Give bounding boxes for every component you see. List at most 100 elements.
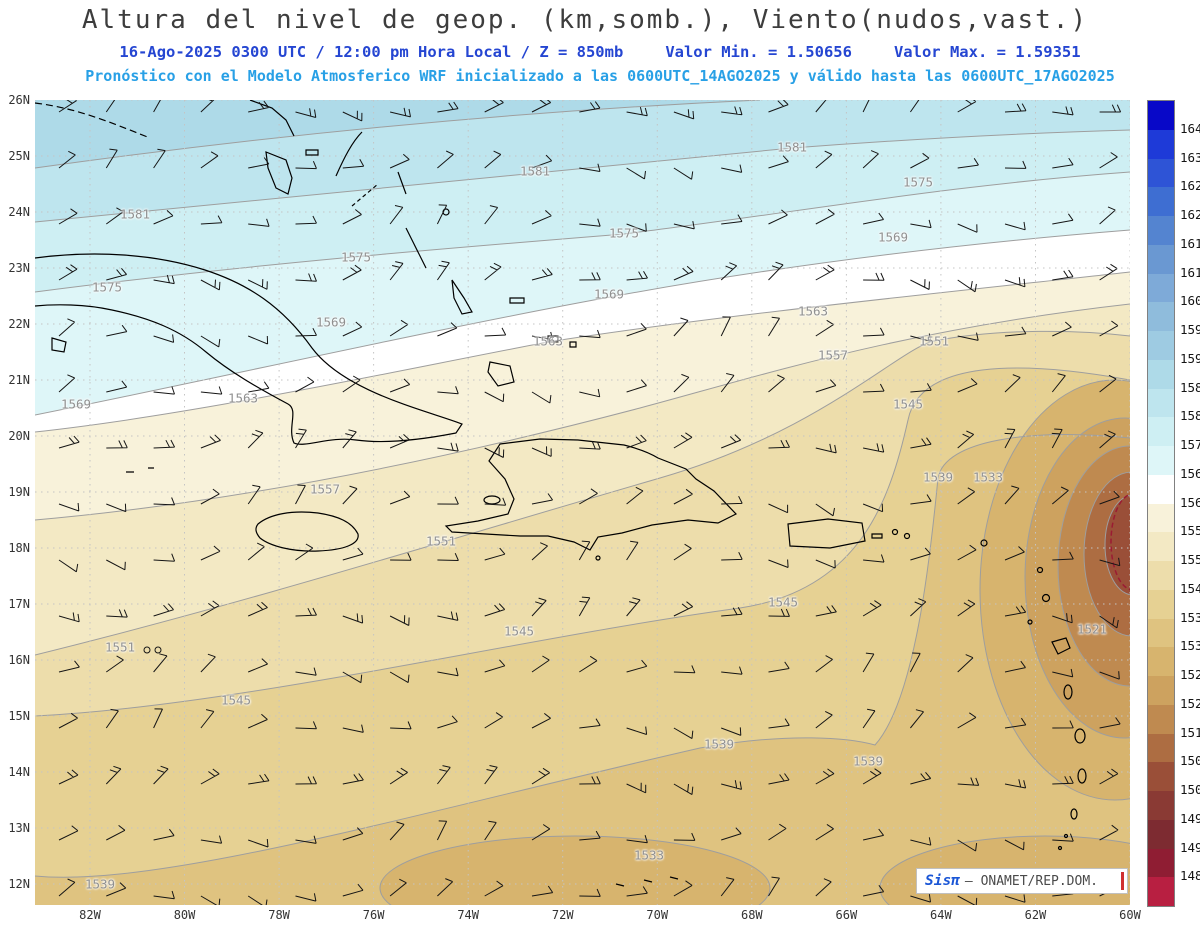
lon-tick-label: 78W <box>268 908 290 922</box>
watermark-text: – ONAMET/REP.DOM. <box>964 873 1098 889</box>
cat-island-coast <box>397 171 407 195</box>
shaded-bands <box>35 100 1130 905</box>
contour-label: 1575 <box>608 225 640 241</box>
lat-tick-label: 21N <box>8 373 30 387</box>
lat-tick-label: 15N <box>8 709 30 723</box>
colorbar-cell <box>1148 417 1174 446</box>
cuba-coast <box>35 253 463 445</box>
andros-coast <box>265 151 293 195</box>
colorbar-cell <box>1148 244 1174 274</box>
grenadines-coast <box>1063 833 1069 839</box>
colorbar-cell <box>1148 273 1174 303</box>
valid-time-text: 16-Ago-2025 0300 UTC / 12:00 pm Hora Loc… <box>119 43 624 61</box>
colorbar-cell <box>1148 791 1174 820</box>
colorbar-cell <box>1148 532 1174 561</box>
colorbar-tick-label: 1539 <box>1180 609 1200 625</box>
colorbar-tick-label: 1599 <box>1180 322 1200 337</box>
colorbar-tick-label: 1521 <box>1180 695 1200 711</box>
contour-label: 1557 <box>817 347 849 363</box>
colorbar-cell <box>1148 302 1174 331</box>
colorbar-cell <box>1148 187 1174 216</box>
valid-time-line: 16-Ago-2025 0300 UTC / 12:00 pm Hora Loc… <box>0 43 1200 61</box>
isla-juventud-coast <box>51 337 67 353</box>
antigua-coast <box>1041 593 1051 603</box>
lat-tick-label: 13N <box>8 821 30 835</box>
guadeloupe-coast <box>1051 637 1071 655</box>
lon-tick-label: 82W <box>79 908 101 922</box>
hispaniola-coast <box>444 438 737 551</box>
colorbar-tick-label: 1485 <box>1180 868 1200 884</box>
colorbar-tick-label: 1533 <box>1180 638 1200 654</box>
florida-keys-coast <box>35 102 151 139</box>
contour-label: 1581 <box>776 139 808 155</box>
lat-tick-label: 23N <box>8 261 30 275</box>
contour-label: 1551 <box>425 533 457 549</box>
contour-label: 1575 <box>340 249 372 265</box>
colorbar <box>1147 100 1175 907</box>
st-lucia-coast <box>1077 768 1087 784</box>
virgin-islands-coast <box>891 528 899 536</box>
lon-tick-label: 62W <box>1024 908 1047 922</box>
page-title: Altura del nivel de geop. (km,somb.), Vi… <box>81 5 1089 35</box>
colorbar-cell <box>1148 647 1174 676</box>
colorbar-cell <box>1148 101 1174 130</box>
contour-label: 1557 <box>309 481 341 497</box>
colorbar-tick-label: 1617 <box>1180 235 1200 251</box>
colorbar-cell <box>1148 762 1174 791</box>
colorbar-tick-label: 1557 <box>1180 523 1200 539</box>
lon-tick-label: 72W <box>551 908 574 922</box>
colorbar-cell <box>1148 704 1174 734</box>
colorbar-cell <box>1148 216 1174 245</box>
contour-label: 1563 <box>797 303 829 319</box>
great-inagua-coast <box>487 361 515 387</box>
contour-label: 1569 <box>60 396 92 412</box>
lat-tick-label: 24N <box>8 205 30 219</box>
colorbar-cell <box>1148 158 1174 188</box>
lat-tick-label: 19N <box>8 485 30 499</box>
low-center-dashed-contour <box>1110 493 1130 591</box>
colorbar-cell <box>1148 676 1174 705</box>
puerto-rico-coast <box>787 518 866 549</box>
lon-tick-label: 64W <box>930 908 952 922</box>
colorbar-cell <box>1148 877 1174 906</box>
contour-label: 1545 <box>220 692 252 708</box>
lat-tick-label: 12N <box>8 877 30 891</box>
contour-label: 1569 <box>877 229 909 245</box>
colorbar-cell <box>1148 446 1174 475</box>
colorbar-cell <box>1148 331 1174 360</box>
lat-tick-label: 26N <box>8 93 30 107</box>
caicos-coast <box>547 335 559 343</box>
st-vincent-coast <box>1070 808 1078 820</box>
long-island-coast <box>405 227 427 269</box>
barbuda-coast <box>1036 566 1044 574</box>
lon-tick-label: 68W <box>740 908 763 922</box>
colorbar-cell <box>1148 589 1174 619</box>
contour-label: 1563 <box>532 333 564 349</box>
colorbar-tick-label: 1545 <box>1180 580 1200 596</box>
contour-label: 1563 <box>227 390 259 406</box>
contour-label: 1575 <box>902 174 934 190</box>
contour-label: 1569 <box>593 286 625 302</box>
lon-tick-label: 80W <box>173 908 196 922</box>
contour-label: 1539 <box>703 736 735 752</box>
colorbar-cell <box>1148 503 1174 533</box>
calm-wind-markers <box>143 646 162 654</box>
lat-tick-label: 18N <box>8 541 30 555</box>
lat-tick-label: 17N <box>8 597 30 611</box>
colorbar-tick-label: 1509 <box>1180 753 1200 769</box>
sispi-logo: Sisπ <box>925 873 960 889</box>
lon-tick-label: 66W <box>835 908 858 922</box>
abc-islands-coast <box>615 876 679 887</box>
valor-max-text: Valor Max. = 1.59351 <box>893 43 1081 61</box>
contour-label: 1545 <box>503 623 535 639</box>
colorbar-cell <box>1148 388 1174 418</box>
contour-label: 1545 <box>892 396 924 412</box>
vieques-coast <box>871 533 883 539</box>
lat-tick-label: 20N <box>8 429 30 443</box>
colorbar-tick-label: 1575 <box>1180 437 1200 452</box>
colorbar-cell <box>1148 819 1174 849</box>
